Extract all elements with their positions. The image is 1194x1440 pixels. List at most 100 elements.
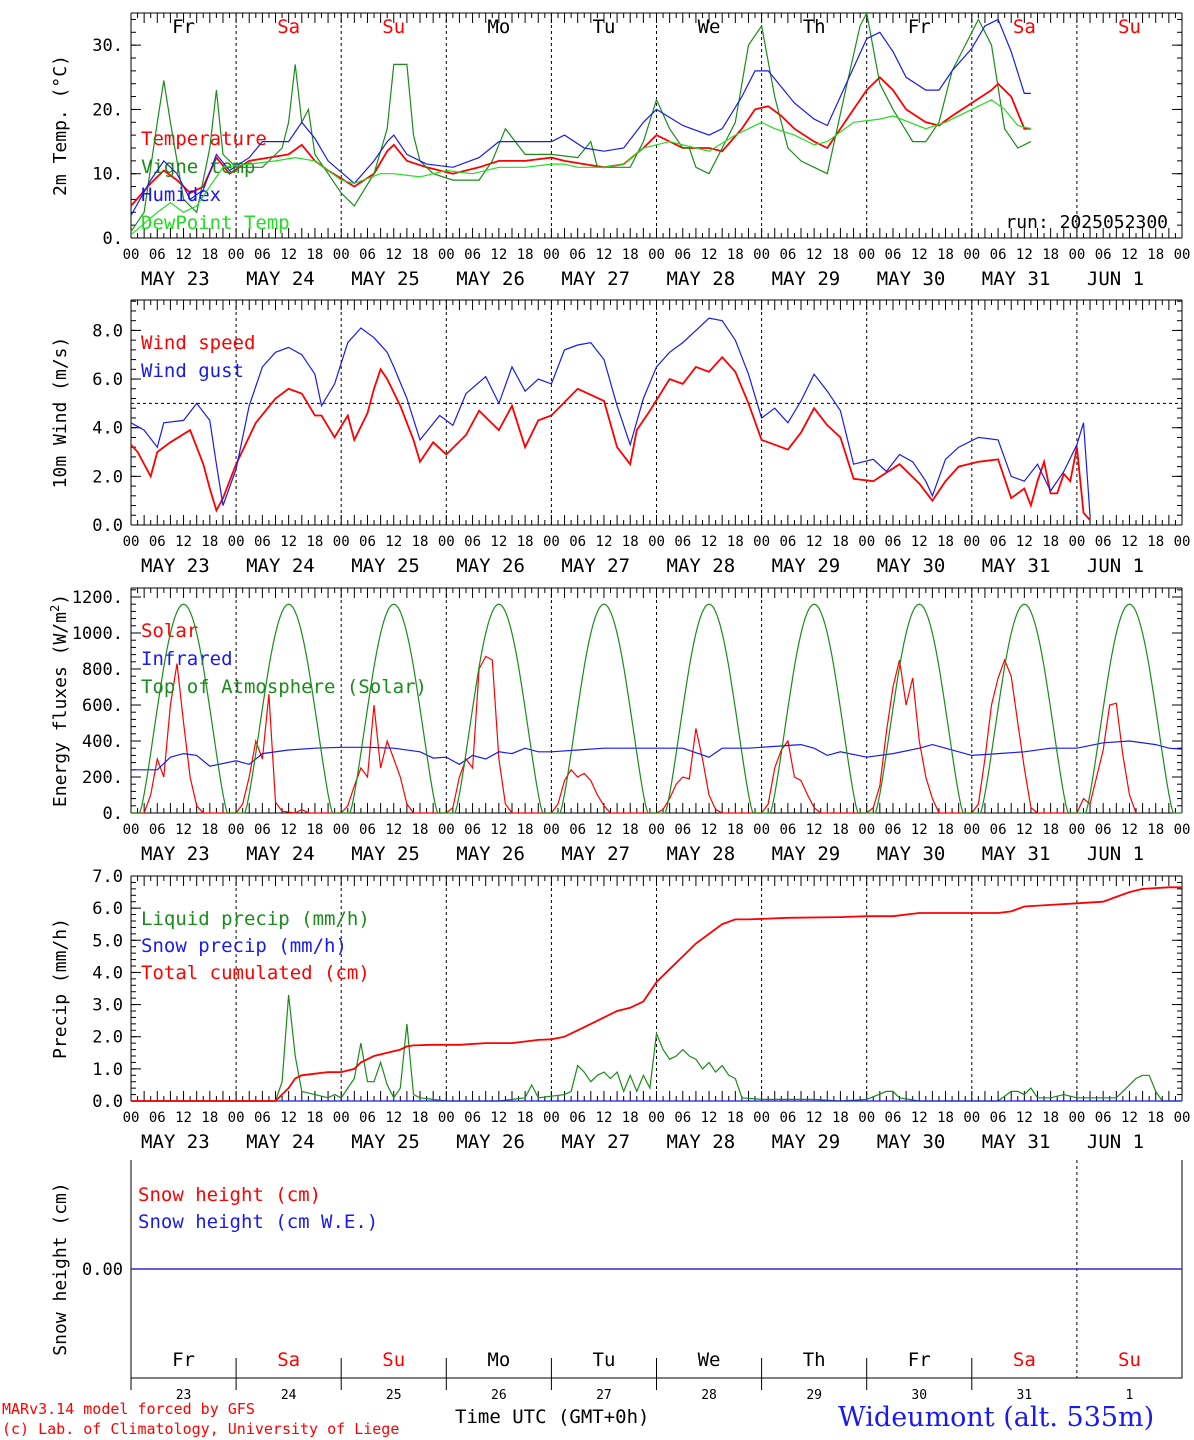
hour-tick-label: 06 xyxy=(464,247,481,263)
date-label: MAY 23 xyxy=(141,268,210,290)
y-tick-label: 0. xyxy=(103,804,123,824)
date-label: JUN 1 xyxy=(1087,1131,1144,1153)
day-number-label: 1 xyxy=(1126,1388,1134,1403)
hour-tick-label: 12 xyxy=(175,534,192,550)
hour-tick-label: 00 xyxy=(1068,247,1085,263)
hour-tick-label: 00 xyxy=(963,247,980,263)
y-tick-label: 1000. xyxy=(72,624,123,644)
hour-tick-label: 18 xyxy=(1042,247,1059,263)
hour-tick-label: 00 xyxy=(438,247,455,263)
hour-tick-label: 12 xyxy=(490,247,507,263)
y-tick-label: 10. xyxy=(92,165,123,185)
hour-tick-label: 06 xyxy=(990,247,1007,263)
hour-tick-label: 18 xyxy=(306,534,323,550)
hour-tick-label: 00 xyxy=(858,247,875,263)
hour-tick-label: 00 xyxy=(543,822,560,838)
date-label: MAY 30 xyxy=(877,843,946,865)
weekday-label-bottom: Su xyxy=(382,1349,405,1371)
legend-entry: Total cumulated (cm) xyxy=(141,962,370,984)
legend-entry: Top of Atmosphere (Solar) xyxy=(141,676,427,698)
weekday-label: Fr xyxy=(172,16,195,38)
weekday-label-bottom: Sa xyxy=(277,1349,300,1371)
date-label: MAY 29 xyxy=(772,268,841,290)
credits-line-2: (c) Lab. of Climatology, University of L… xyxy=(2,1420,400,1438)
day-number-label: 29 xyxy=(806,1388,822,1403)
date-label: MAY 24 xyxy=(246,268,315,290)
hour-tick-label: 00 xyxy=(438,534,455,550)
hour-tick-label: 06 xyxy=(1095,247,1112,263)
hour-tick-label: 00 xyxy=(1174,822,1191,838)
hour-tick-label: 12 xyxy=(806,1110,823,1126)
hour-tick-label: 12 xyxy=(490,534,507,550)
date-label: MAY 23 xyxy=(141,843,210,865)
hour-tick-label: 06 xyxy=(779,1110,796,1126)
legend-entry: Snow precip (mm/h) xyxy=(141,935,347,957)
date-label: MAY 30 xyxy=(877,555,946,577)
hour-tick-label: 00 xyxy=(648,822,665,838)
hour-tick-label: 06 xyxy=(674,822,691,838)
hour-tick-label: 18 xyxy=(622,1110,639,1126)
hour-tick-label: 06 xyxy=(779,534,796,550)
hour-tick-label: 18 xyxy=(1042,534,1059,550)
hour-tick-label: 12 xyxy=(1121,247,1138,263)
hour-tick-label: 18 xyxy=(937,247,954,263)
hour-tick-label: 00 xyxy=(1068,822,1085,838)
hour-tick-label: 06 xyxy=(674,247,691,263)
hour-tick-label: 06 xyxy=(149,534,166,550)
weekday-label: Mo xyxy=(487,16,510,38)
hour-tick-label: 00 xyxy=(333,1110,350,1126)
hour-tick-label: 18 xyxy=(1042,1110,1059,1126)
hour-tick-label: 00 xyxy=(963,822,980,838)
date-label: MAY 23 xyxy=(141,1131,210,1153)
hour-tick-label: 06 xyxy=(149,1110,166,1126)
date-label: MAY 25 xyxy=(351,843,420,865)
hour-tick-label: 12 xyxy=(490,822,507,838)
hour-tick-label: 18 xyxy=(937,822,954,838)
date-label: MAY 24 xyxy=(246,555,315,577)
series-line-vigne-temp xyxy=(130,11,1032,232)
date-label: MAY 24 xyxy=(246,843,315,865)
weekday-label: Fr xyxy=(908,16,931,38)
date-label: MAY 31 xyxy=(982,268,1051,290)
hour-tick-label: 18 xyxy=(201,247,218,263)
hour-tick-label: 12 xyxy=(385,1110,402,1126)
station-title: Wideumont (alt. 535m) xyxy=(838,1402,1155,1433)
date-label: MAY 25 xyxy=(351,268,420,290)
hour-tick-label: 18 xyxy=(832,247,849,263)
hour-tick-label: 00 xyxy=(858,1110,875,1126)
hour-tick-label: 18 xyxy=(517,1110,534,1126)
legend-entry: Infrared xyxy=(141,648,233,670)
legend-entry: DewPoint Temp xyxy=(141,212,290,234)
hour-tick-label: 00 xyxy=(1174,1110,1191,1126)
hour-tick-label: 00 xyxy=(753,247,770,263)
hour-tick-label: 18 xyxy=(306,822,323,838)
hour-tick-label: 12 xyxy=(911,822,928,838)
hour-tick-label: 00 xyxy=(1174,247,1191,263)
legend-entry: Liquid precip (mm/h) xyxy=(141,908,370,930)
hour-tick-label: 06 xyxy=(885,822,902,838)
hour-tick-label: 06 xyxy=(569,822,586,838)
hour-tick-label: 18 xyxy=(1147,1110,1164,1126)
hour-tick-label: 00 xyxy=(123,1110,140,1126)
y-axis-label: Snow height (cm) xyxy=(50,1182,71,1355)
hour-tick-label: 06 xyxy=(674,1110,691,1126)
hour-tick-label: 18 xyxy=(517,247,534,263)
hour-tick-label: 12 xyxy=(175,247,192,263)
legend-entry: Snow height (cm) xyxy=(138,1184,321,1206)
y-tick-label: 2.0 xyxy=(92,467,123,487)
hour-tick-label: 00 xyxy=(438,822,455,838)
hour-tick-label: 00 xyxy=(333,247,350,263)
hour-tick-label: 00 xyxy=(858,822,875,838)
hour-tick-label: 00 xyxy=(228,1110,245,1126)
hour-tick-label: 18 xyxy=(727,534,744,550)
date-label: MAY 28 xyxy=(667,268,736,290)
credits-line-1: MARv3.14 model forced by GFS xyxy=(2,1400,255,1418)
series-line-solar xyxy=(131,655,1137,814)
hour-tick-label: 18 xyxy=(412,534,429,550)
weekday-label: Su xyxy=(1118,16,1141,38)
hour-tick-label: 06 xyxy=(990,534,1007,550)
hour-tick-label: 18 xyxy=(201,534,218,550)
panel-5: 0.00 Snow height (cm) Snow height (cm) Snow… xyxy=(50,1160,1183,1390)
hour-tick-label: 06 xyxy=(990,1110,1007,1126)
